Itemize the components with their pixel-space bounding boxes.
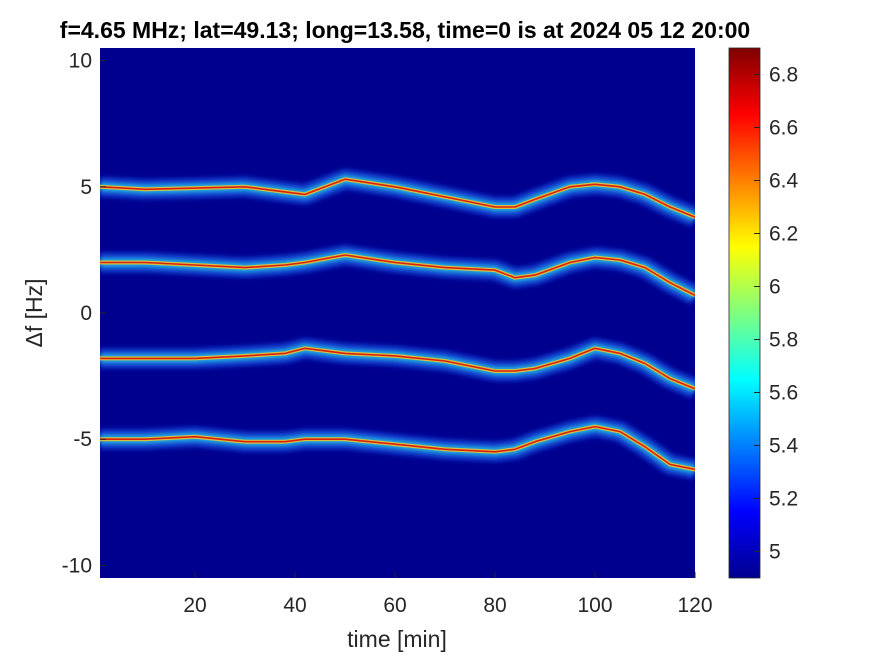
y-tick-label: -5 (73, 428, 92, 451)
y-tick-label: -10 (62, 554, 92, 577)
colorbar-tick-label: 6 (769, 276, 781, 299)
trace-3-peak (100, 347, 695, 390)
y-axis-ticks: 10 5 0 -5 -10 (62, 50, 106, 577)
x-tick-label: 80 (483, 594, 506, 617)
trace-2-peak (100, 254, 695, 297)
x-axis-ticks: 20 40 60 80 100 120 (183, 572, 713, 617)
trace-1-peak (100, 178, 695, 218)
chart-title: f=4.65 MHz; lat=49.13; long=13.58, time=… (60, 17, 750, 43)
x-tick-label: 120 (677, 594, 712, 617)
colorbar-tick-label: 5.8 (769, 329, 798, 352)
y-axis-label: Δf [Hz] (21, 278, 47, 347)
x-tick-label: 40 (283, 594, 306, 617)
colorbar-tick-label: 6.2 (769, 223, 798, 246)
x-tick-label: 20 (183, 594, 206, 617)
trace-4-peak (100, 425, 695, 471)
x-tick-label: 60 (383, 594, 406, 617)
y-tick-label: 10 (69, 50, 92, 73)
colorbar-tick-label: 5.2 (769, 488, 798, 511)
x-axis-label: time [min] (347, 626, 447, 652)
colorbar-tick-label: 6.4 (769, 170, 799, 193)
colorbar-ticks: 5 5.2 5.4 5.6 5.8 6 6.2 6.4 6.6 6.8 (754, 64, 799, 564)
x-tick-label: 100 (577, 594, 612, 617)
colorbar-tick-label: 5 (769, 541, 781, 564)
colorbar-tick-label: 5.4 (769, 435, 799, 458)
colorbar-tick-label: 5.6 (769, 382, 798, 405)
plot-area (100, 48, 695, 578)
y-tick-label: 0 (80, 302, 92, 325)
signal-traces (100, 169, 695, 480)
y-tick-label: 5 (80, 176, 92, 199)
colorbar-tick-label: 6.8 (769, 64, 798, 87)
colorbar (728, 47, 761, 579)
colorbar-tick-label: 6.6 (769, 117, 798, 140)
